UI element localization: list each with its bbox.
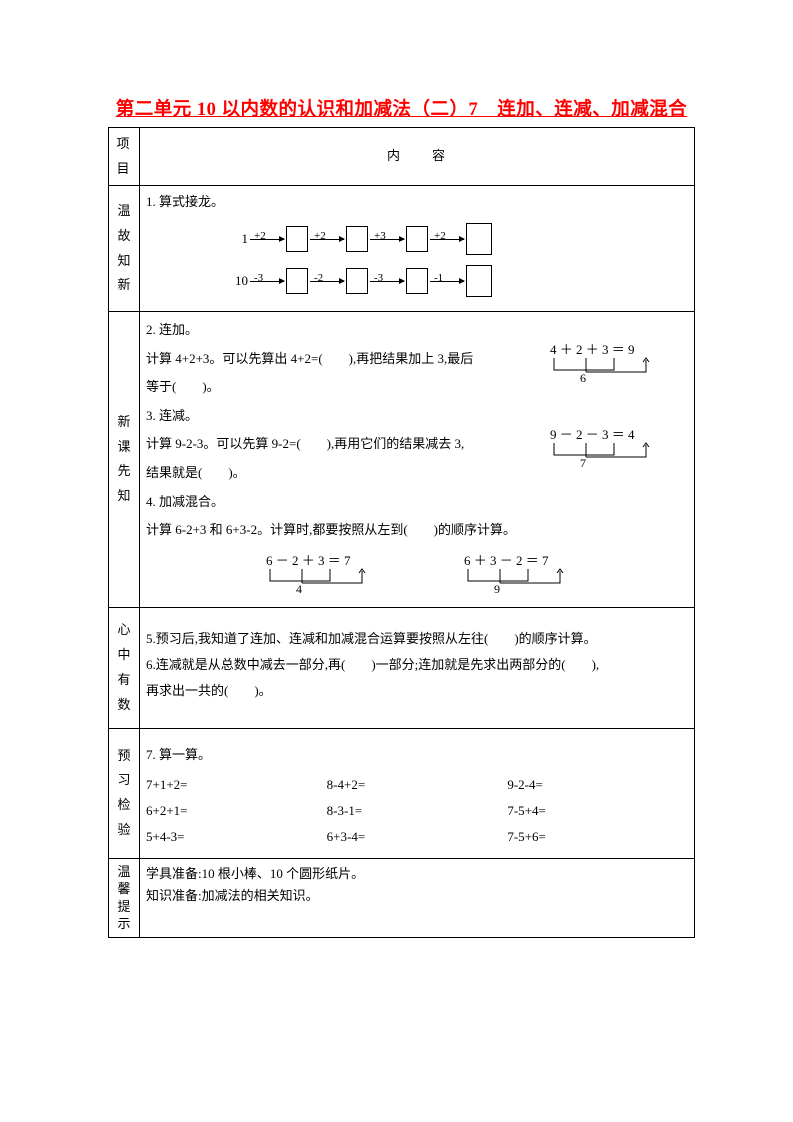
calc-item: 7-5+4= (507, 798, 688, 824)
eq4-mid: 9 (494, 582, 500, 596)
eq1-expr: 4 ＋ 2 ＋ 3 ＝ 9 (550, 342, 635, 357)
p7-title: 7. 算一算。 (146, 743, 688, 768)
arrow-icon (250, 281, 284, 282)
blank-box (406, 226, 428, 252)
blank-box (466, 223, 492, 255)
arrow-icon (310, 239, 344, 240)
calc-item: 5+4-3= (146, 824, 327, 850)
blank-box (286, 268, 308, 294)
eq1-diagram: 4 ＋ 2 ＋ 3 ＝ 9 6 (550, 342, 678, 386)
row5-line1: 学具准备:10 根小棒、10 个圆形纸片。 (146, 863, 688, 885)
calc-item: 8-3-1= (327, 798, 508, 824)
page-title: 第二单元 10 以内数的认识和加减法（二）7 连加、连减、加减混合 (108, 95, 695, 121)
chain1-op0: +2 (254, 226, 266, 247)
blank-box (346, 226, 368, 252)
calc-item: 9-2-4= (507, 772, 688, 798)
row5-line2: 知识准备:加减法的相关知识。 (146, 885, 688, 907)
chain-diagram: 1 +2 +2 +3 +2 10 -3 -2 -3 -1 (226, 223, 688, 297)
calc-col2: 8-4+2= 8-3-1= 6+3-4= (327, 772, 508, 850)
header-col1: 项目 (109, 128, 140, 186)
blank-box (406, 268, 428, 294)
chain2-op2: -3 (374, 268, 383, 289)
q1-title: 1. 算式接龙。 (146, 190, 688, 215)
chain1-start: 1 (226, 227, 248, 252)
calc-col3: 9-2-4= 7-5+4= 7-5+6= (507, 772, 688, 850)
table-row: 新课先知 2. 连加。 计算 4+2+3。可以先算出 4+2=( ),再把结果加… (109, 312, 695, 608)
header-col2: 内 容 (140, 128, 695, 186)
p2-title: 2. 连加。 (146, 316, 688, 345)
arrow-icon (310, 281, 344, 282)
row2-content: 2. 连加。 计算 4+2+3。可以先算出 4+2=( ),再把结果加上 3,最… (140, 312, 695, 608)
row5-label: 温馨提示 (109, 858, 140, 937)
chain2-op1: -2 (314, 268, 323, 289)
table-header: 项目 内 容 (109, 128, 695, 186)
eq4-diagram: 6 ＋ 3 － 2 ＝ 7 9 (464, 553, 592, 597)
arrow-icon (430, 239, 464, 240)
chain1-op2: +3 (374, 226, 386, 247)
table-row: 预习检验 7. 算一算。 7+1+2= 6+2+1= 5+4-3= 8-4+2=… (109, 728, 695, 858)
arrow-icon (370, 239, 404, 240)
row2-label: 新课先知 (109, 312, 140, 608)
arrow-icon (430, 281, 464, 282)
blank-box (286, 226, 308, 252)
row3-label: 心中有数 (109, 607, 140, 728)
table-row: 温故知新 1. 算式接龙。 1 +2 +2 +3 +2 10 -3 (109, 186, 695, 312)
eq3-diagram: 6 － 2 ＋ 3 ＝ 7 4 (266, 553, 394, 597)
calc-col1: 7+1+2= 6+2+1= 5+4-3= (146, 772, 327, 850)
calc-item: 6+2+1= (146, 798, 327, 824)
calc-item: 7-5+6= (507, 824, 688, 850)
eq3-mid: 4 (296, 582, 302, 596)
main-table: 项目 内 容 温故知新 1. 算式接龙。 1 +2 +2 +3 +2 (108, 127, 695, 938)
chain1-op3: +2 (434, 226, 446, 247)
arrow-icon (250, 239, 284, 240)
eq2-mid: 7 (580, 456, 586, 470)
p6a: 6.连减就是从总数中减去一部分,再( )一部分;连加就是先求出两部分的( ), (146, 652, 688, 678)
calc-item: 8-4+2= (327, 772, 508, 798)
calc-item: 7+1+2= (146, 772, 327, 798)
eq4-expr: 6 ＋ 3 － 2 ＝ 7 (464, 553, 549, 568)
chain2-op0: -3 (254, 268, 263, 289)
p4-title: 4. 加减混合。 (146, 488, 688, 517)
table-row: 温馨提示 学具准备:10 根小棒、10 个圆形纸片。 知识准备:加减法的相关知识… (109, 858, 695, 937)
eq34-row: 6 － 2 ＋ 3 ＝ 7 4 6 ＋ 3 － 2 ＝ 7 9 (266, 553, 688, 597)
eq2-diagram: 9 － 2 － 3 ＝ 4 7 (550, 427, 678, 471)
row4-content: 7. 算一算。 7+1+2= 6+2+1= 5+4-3= 8-4+2= 8-3-… (140, 728, 695, 858)
eq1-mid: 6 (580, 371, 586, 385)
eq2-expr: 9 － 2 － 3 ＝ 4 (550, 427, 635, 442)
chain2-op3: -1 (434, 268, 443, 289)
chain2-start: 10 (226, 269, 248, 294)
table-row: 心中有数 5.预习后,我知道了连加、连减和加减混合运算要按照从左往( )的顺序计… (109, 607, 695, 728)
blank-box (346, 268, 368, 294)
row3-content: 5.预习后,我知道了连加、连减和加减混合运算要按照从左往( )的顺序计算。 6.… (140, 607, 695, 728)
row5-content: 学具准备:10 根小棒、10 个圆形纸片。 知识准备:加减法的相关知识。 (140, 858, 695, 937)
blank-box (466, 265, 492, 297)
p5: 5.预习后,我知道了连加、连减和加减混合运算要按照从左往( )的顺序计算。 (146, 626, 688, 652)
arrow-icon (370, 281, 404, 282)
eq3-expr: 6 － 2 ＋ 3 ＝ 7 (266, 553, 351, 568)
chain-2: 10 -3 -2 -3 -1 (226, 265, 688, 297)
row1-content: 1. 算式接龙。 1 +2 +2 +3 +2 10 -3 -2 (140, 186, 695, 312)
chain1-op1: +2 (314, 226, 326, 247)
row4-label: 预习检验 (109, 728, 140, 858)
calc-item: 6+3-4= (327, 824, 508, 850)
p4-line1: 计算 6-2+3 和 6+3-2。计算时,都要按照从左到( )的顺序计算。 (146, 516, 688, 545)
calc-grid: 7+1+2= 6+2+1= 5+4-3= 8-4+2= 8-3-1= 6+3-4… (146, 772, 688, 850)
p6b: 再求出一共的( )。 (146, 678, 688, 704)
row1-label: 温故知新 (109, 186, 140, 312)
chain-1: 1 +2 +2 +3 +2 (226, 223, 688, 255)
